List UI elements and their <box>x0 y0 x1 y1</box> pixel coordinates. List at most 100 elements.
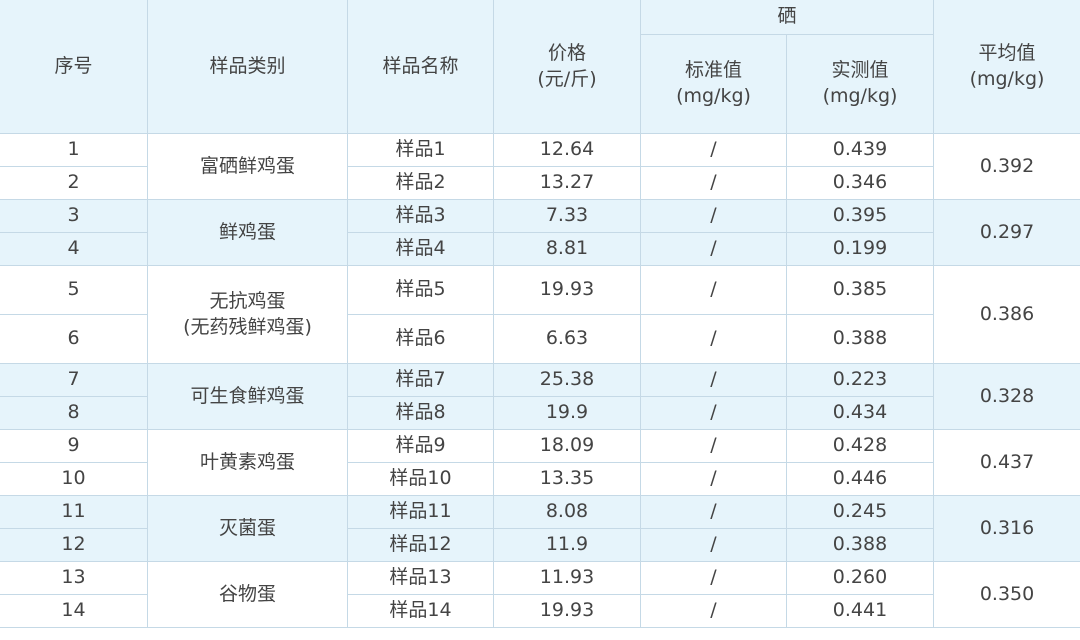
cell-average: 0.437 <box>933 429 1080 496</box>
cell-no: 3 <box>0 199 148 233</box>
cell-measured: 0.439 <box>785 133 935 167</box>
cell-name: 样品8 <box>347 396 494 430</box>
cell-measured: 0.223 <box>785 363 935 397</box>
header-name: 样品名称 <box>347 0 494 134</box>
table-row: 3 鲜鸡蛋 样品3 7.33/0.395 0.297 <box>0 199 1080 266</box>
cell-name: 样品12 <box>347 528 494 562</box>
header-measured: 实测值 (mg/kg) <box>785 34 935 134</box>
cell-standard: / <box>640 314 787 364</box>
cell-measured: 0.346 <box>785 166 935 200</box>
cell-name: 样品2 <box>347 166 494 200</box>
cell-category: 叶黄素鸡蛋 <box>147 429 348 496</box>
table-row: 5 无抗鸡蛋 (无药残鲜鸡蛋) 样品5 19.93/0.385 0.386 <box>0 265 1080 364</box>
cell-measured: 0.245 <box>785 495 935 529</box>
cell-standard: / <box>640 462 787 496</box>
cell-standard: / <box>640 265 787 315</box>
cell-no: 11 <box>0 495 148 529</box>
cell-average: 0.392 <box>933 133 1080 200</box>
cell-standard: / <box>640 528 787 562</box>
cell-category: 灭菌蛋 <box>147 495 348 562</box>
cell-price: 25.38 <box>493 363 641 397</box>
cell-standard: / <box>640 166 787 200</box>
cell-no: 14 <box>0 594 148 628</box>
cell-no: 4 <box>0 232 148 266</box>
cell-category: 富硒鲜鸡蛋 <box>147 133 348 200</box>
table-row: 14 样品14 19.93/0.441 <box>0 594 1080 628</box>
cell-no: 2 <box>0 166 148 200</box>
cell-category: 谷物蛋 <box>147 561 348 628</box>
cell-price: 6.63 <box>493 314 641 364</box>
header-price: 价格 (元/斤) <box>493 0 641 134</box>
cell-name: 样品9 <box>347 429 494 463</box>
table-row: 2 样品2 13.27/0.346 <box>0 166 1080 200</box>
table-row: 1 富硒鲜鸡蛋 样品1 12.64/0.439 0.392 <box>0 133 1080 200</box>
cell-average: 0.386 <box>933 265 1080 364</box>
cell-price: 7.33 <box>493 199 641 233</box>
cell-measured: 0.199 <box>785 232 935 266</box>
header-standard: 标准值 (mg/kg) <box>640 34 787 134</box>
table-row: 6 样品6 6.63/0.388 <box>0 314 1080 364</box>
cell-no: 9 <box>0 429 148 463</box>
cell-category: 可生食鲜鸡蛋 <box>147 363 348 430</box>
cell-price: 12.64 <box>493 133 641 167</box>
table-body: 1 富硒鲜鸡蛋 样品1 12.64/0.439 0.392 2 样品2 13.27/0.346… <box>0 133 1080 628</box>
cell-category: 鲜鸡蛋 <box>147 199 348 266</box>
header-selenium: 硒 <box>639 0 935 35</box>
cell-price: 18.09 <box>493 429 641 463</box>
cell-measured: 0.441 <box>785 594 935 628</box>
table-row: 9 叶黄素鸡蛋 样品9 18.09/0.428 0.437 <box>0 429 1080 496</box>
cell-price: 19.93 <box>493 265 641 315</box>
cell-standard: / <box>640 396 787 430</box>
cell-average: 0.328 <box>933 363 1080 430</box>
cell-no: 6 <box>0 314 148 364</box>
cell-standard: / <box>640 594 787 628</box>
cell-standard: / <box>640 199 787 233</box>
table-row: 13 谷物蛋 样品13 11.93/0.260 0.350 <box>0 561 1080 628</box>
cell-price: 11.9 <box>493 528 641 562</box>
cell-standard: / <box>640 232 787 266</box>
cell-no: 12 <box>0 528 148 562</box>
cell-no: 10 <box>0 462 148 496</box>
header-category: 样品类别 <box>147 0 348 134</box>
cell-category: 无抗鸡蛋 (无药残鲜鸡蛋) <box>147 265 348 364</box>
cell-measured: 0.385 <box>785 265 935 315</box>
cell-no: 8 <box>0 396 148 430</box>
cell-no: 1 <box>0 133 148 167</box>
cell-name: 样品4 <box>347 232 494 266</box>
cell-price: 8.08 <box>493 495 641 529</box>
cell-standard: / <box>640 363 787 397</box>
cell-price: 11.93 <box>493 561 641 595</box>
cell-name: 样品1 <box>347 133 494 167</box>
header-average: 平均值 (mg/kg) <box>933 0 1080 134</box>
cell-price: 19.93 <box>493 594 641 628</box>
cell-average: 0.350 <box>933 561 1080 628</box>
cell-price: 13.27 <box>493 166 641 200</box>
table-row: 12 样品12 11.9/0.388 <box>0 528 1080 562</box>
cell-price: 8.81 <box>493 232 641 266</box>
table-row: 8 样品8 19.9/0.434 <box>0 396 1080 430</box>
cell-measured: 0.395 <box>785 199 935 233</box>
cell-price: 19.9 <box>493 396 641 430</box>
cell-standard: / <box>640 561 787 595</box>
cell-name: 样品14 <box>347 594 494 628</box>
cell-name: 样品10 <box>347 462 494 496</box>
cell-measured: 0.388 <box>785 528 935 562</box>
cell-average: 0.297 <box>933 199 1080 266</box>
cell-name: 样品7 <box>347 363 494 397</box>
cell-measured: 0.434 <box>785 396 935 430</box>
cell-name: 样品11 <box>347 495 494 529</box>
cell-measured: 0.428 <box>785 429 935 463</box>
table-row: 11 灭菌蛋 样品11 8.08/0.245 0.316 <box>0 495 1080 562</box>
cell-name: 样品5 <box>347 265 494 315</box>
cell-average: 0.316 <box>933 495 1080 562</box>
cell-price: 13.35 <box>493 462 641 496</box>
cell-measured: 0.260 <box>785 561 935 595</box>
cell-name: 样品13 <box>347 561 494 595</box>
cell-no: 7 <box>0 363 148 397</box>
cell-name: 样品6 <box>347 314 494 364</box>
cell-measured: 0.446 <box>785 462 935 496</box>
cell-no: 5 <box>0 265 148 315</box>
cell-standard: / <box>640 429 787 463</box>
cell-no: 13 <box>0 561 148 595</box>
table-row: 10 样品10 13.35/0.446 <box>0 462 1080 496</box>
